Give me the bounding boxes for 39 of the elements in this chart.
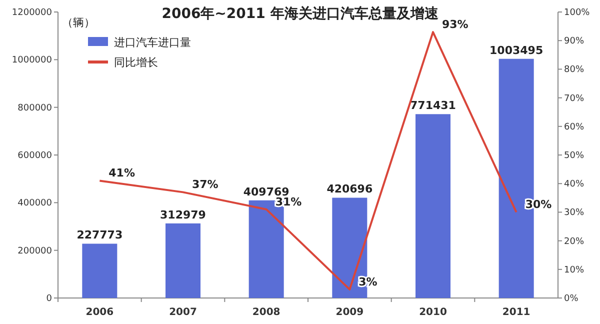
data-label: 312979: [160, 208, 206, 222]
data-label: 93%: [442, 18, 468, 32]
y2-tick-label: 50%: [564, 151, 584, 161]
data-label: 420696: [326, 182, 373, 196]
data-label: 227773: [76, 228, 123, 242]
y-tick-label: 0: [46, 294, 52, 304]
y2-tick-label: 80%: [564, 65, 584, 76]
bar: [82, 244, 118, 298]
y2-tick-label: 0%: [564, 294, 579, 304]
data-label: 771431: [410, 99, 456, 112]
x-tick-label: 2010: [419, 307, 447, 318]
bar: [166, 223, 200, 298]
x-tick-label: 2009: [336, 307, 364, 318]
y-tick-label: 600000: [18, 151, 52, 161]
x-tick-label: 2008: [252, 307, 280, 318]
y2-tick-label: 20%: [564, 236, 584, 247]
y2-tick-label: 100%: [564, 8, 590, 18]
bar: [416, 114, 450, 298]
y-tick-label: 200000: [18, 246, 52, 256]
chart-title: 2006年~2011 年海关进口汽车总量及增速: [162, 5, 440, 22]
legend-label: 同比增长: [114, 56, 158, 69]
y-tick-label: 1200000: [12, 8, 52, 18]
y2-tick-label: 70%: [564, 94, 584, 104]
y2-tick-label: 40%: [564, 180, 584, 190]
legend-label: 进口汽车进口量: [114, 36, 191, 49]
x-tick-label: 2006: [86, 307, 114, 318]
y2-tick-label: 60%: [564, 122, 584, 132]
data-label: 41%: [108, 166, 136, 180]
y-tick-label: 800000: [18, 103, 52, 114]
y2-tick-label: 30%: [564, 208, 584, 218]
y-tick-label: 1000000: [12, 56, 52, 66]
x-tick-label: 2007: [169, 307, 197, 318]
y-axis-title: （辆）: [62, 16, 95, 29]
x-tick-label: 2011: [502, 307, 530, 318]
y-tick-label: 400000: [18, 198, 52, 209]
y2-tick-label: 10%: [564, 265, 584, 276]
data-label: 37%: [192, 178, 218, 192]
y2-tick-label: 90%: [564, 36, 584, 47]
data-label: 1003495: [490, 44, 544, 57]
